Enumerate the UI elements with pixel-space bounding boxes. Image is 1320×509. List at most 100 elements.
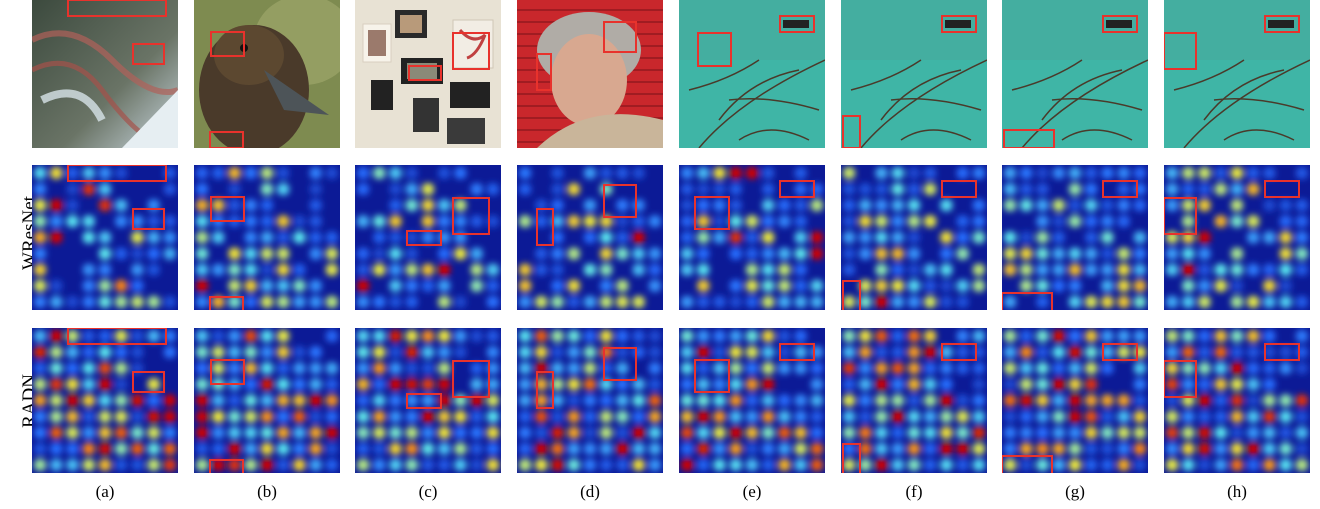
heatmap-cell bbox=[34, 199, 47, 212]
heatmap-cell bbox=[405, 426, 418, 439]
heatmap-cell bbox=[309, 247, 322, 260]
heatmap-cell bbox=[1117, 346, 1130, 359]
heatmap-cell bbox=[794, 295, 807, 308]
heatmap-cell bbox=[131, 458, 144, 471]
heatmap-cell bbox=[924, 295, 937, 308]
heatmap-cell bbox=[357, 362, 370, 375]
heatmap-cell bbox=[98, 378, 112, 391]
heatmap-cell bbox=[1068, 295, 1082, 308]
heatmap-cell bbox=[1052, 263, 1065, 276]
heatmap-cell bbox=[972, 458, 985, 471]
heatmap-cell bbox=[421, 426, 435, 439]
heatmap-cell bbox=[843, 410, 856, 423]
heatmap-cell bbox=[1101, 231, 1114, 244]
heatmap-cell bbox=[98, 263, 112, 276]
heatmap-cell bbox=[648, 394, 661, 407]
heatmap-cell bbox=[66, 394, 79, 407]
heatmap-radn-e bbox=[679, 328, 825, 473]
heatmap-cell bbox=[131, 426, 144, 439]
heatmap-cell bbox=[98, 410, 112, 423]
heatmap-cell bbox=[34, 279, 47, 292]
heatmap-cell bbox=[940, 362, 953, 375]
col-label-b: (b) bbox=[257, 482, 277, 501]
heatmap-cell bbox=[486, 442, 499, 455]
heatmap-cell bbox=[567, 247, 580, 260]
heatmap-cell bbox=[212, 199, 225, 212]
heatmap-cell bbox=[357, 247, 370, 260]
heatmap-cell bbox=[131, 394, 144, 407]
heatmap-cell bbox=[147, 410, 160, 423]
heatmap-cell bbox=[729, 215, 742, 228]
heatmap-cell bbox=[956, 167, 969, 180]
heatmap-cell bbox=[794, 394, 807, 407]
heatmap-cell bbox=[1198, 263, 1211, 276]
heatmap-cell bbox=[1295, 295, 1308, 308]
heatmap-cell bbox=[131, 410, 144, 423]
heatmap-cell bbox=[567, 295, 580, 308]
highlight-box bbox=[406, 393, 442, 409]
heatmap-cell bbox=[745, 394, 759, 407]
heatmap-cell bbox=[454, 442, 467, 455]
heatmap-cell bbox=[940, 279, 953, 292]
heatmap-cell bbox=[1182, 346, 1195, 359]
heatmap-cell bbox=[1198, 346, 1211, 359]
heatmap-cell bbox=[551, 247, 564, 260]
heatmap-cell bbox=[843, 263, 856, 276]
heatmap-cell bbox=[535, 330, 548, 343]
heatmap-cell bbox=[778, 247, 791, 260]
heatmap-cell bbox=[1020, 263, 1033, 276]
heatmap-cell bbox=[1020, 231, 1033, 244]
heatmap-cell bbox=[1263, 410, 1276, 423]
heatmap-cell bbox=[196, 330, 209, 343]
heatmap-cell bbox=[1052, 394, 1065, 407]
heatmap-cell bbox=[1101, 426, 1114, 439]
heatmap-cell bbox=[600, 442, 613, 455]
heatmap-cell bbox=[1052, 231, 1065, 244]
heatmap-cell bbox=[421, 231, 435, 244]
heatmap-cell bbox=[244, 295, 257, 308]
heatmap-cell bbox=[260, 362, 274, 375]
heatmap-cell bbox=[50, 167, 63, 180]
heatmap-cell bbox=[1214, 183, 1227, 196]
heatmap-cell bbox=[244, 346, 257, 359]
heatmap-cell bbox=[924, 263, 937, 276]
heatmap-cell bbox=[1068, 426, 1082, 439]
heatmap-cell bbox=[1230, 247, 1244, 260]
heatmap-cell bbox=[681, 346, 694, 359]
heatmap-cell bbox=[486, 426, 499, 439]
heatmap-cell bbox=[778, 426, 791, 439]
heatmap-cell bbox=[454, 330, 467, 343]
heatmap-cell bbox=[843, 167, 856, 180]
heatmap-cell bbox=[1214, 263, 1227, 276]
heatmap-cell bbox=[438, 295, 451, 308]
heatmap-cell bbox=[1085, 199, 1098, 212]
heatmap-cell bbox=[535, 247, 548, 260]
heatmap-cell bbox=[940, 410, 953, 423]
heatmap-cell bbox=[875, 458, 888, 471]
heatmap-cell bbox=[98, 330, 112, 343]
heatmap-cell bbox=[293, 346, 306, 359]
heatmap-cell bbox=[66, 215, 79, 228]
heatmap-cell bbox=[1117, 426, 1130, 439]
heatmap-cell bbox=[277, 410, 290, 423]
heatmap-cell bbox=[1052, 279, 1065, 292]
heatmap-cell bbox=[1182, 442, 1195, 455]
heatmap-cell bbox=[405, 199, 418, 212]
heatmap-cell bbox=[940, 458, 953, 471]
heatmap-cell bbox=[405, 167, 418, 180]
heatmap-cell bbox=[1085, 346, 1098, 359]
heatmap-cell bbox=[875, 263, 888, 276]
heatmap-cell bbox=[1263, 330, 1276, 343]
heatmap-cell bbox=[1279, 263, 1292, 276]
heatmap-cell bbox=[875, 231, 888, 244]
heatmap-cell bbox=[1214, 410, 1227, 423]
heatmap-cell bbox=[1036, 410, 1049, 423]
heatmap-cell bbox=[1133, 279, 1146, 292]
heatmap-cell bbox=[260, 199, 274, 212]
highlight-box bbox=[67, 328, 167, 345]
heatmap-cell bbox=[810, 183, 823, 196]
heatmap-cell bbox=[778, 330, 791, 343]
heatmap-cell bbox=[1166, 410, 1179, 423]
heatmap-cell bbox=[616, 378, 629, 391]
heatmap-cell bbox=[729, 394, 742, 407]
